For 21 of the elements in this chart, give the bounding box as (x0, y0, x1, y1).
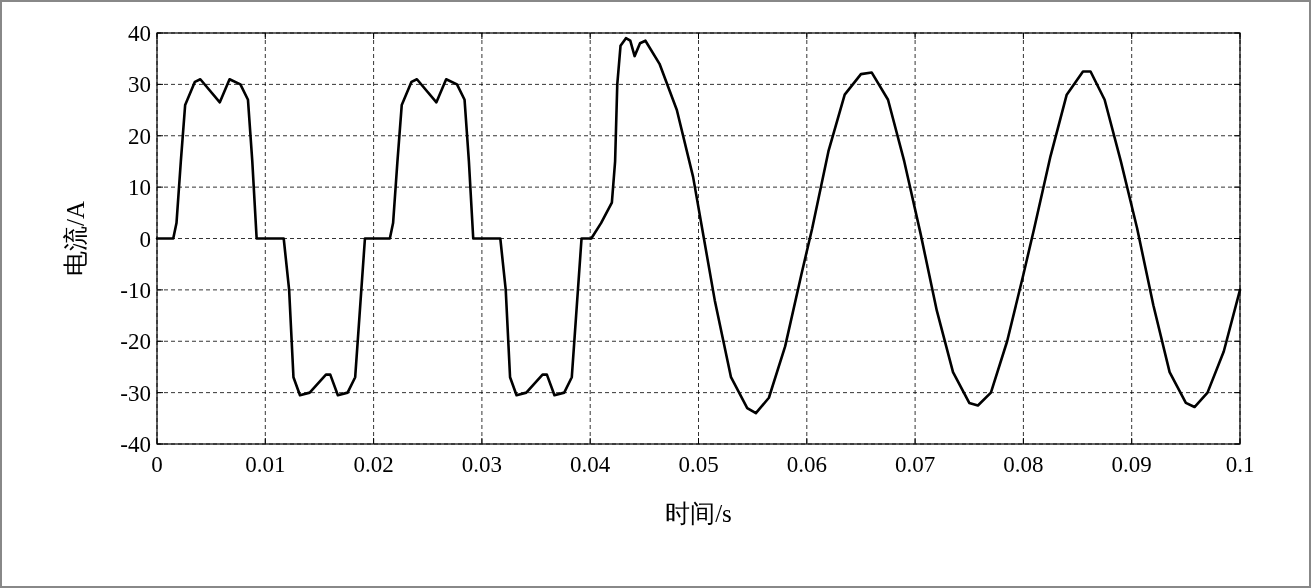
y-tick-label: 40 (128, 21, 151, 46)
x-tick-label: 0.05 (678, 452, 719, 477)
y-tick-label: -40 (120, 432, 151, 457)
y-tick-label: -10 (120, 277, 151, 303)
y-tick-label: 0 (139, 226, 151, 252)
x-tick-label: 0.08 (1003, 452, 1044, 477)
x-tick-label: 0.03 (461, 452, 503, 477)
x-tick-label: 0.01 (245, 452, 286, 477)
y-tick-label: 10 (128, 175, 151, 201)
y-tick-label: -20 (120, 329, 151, 355)
y-tick-label: 30 (128, 72, 151, 98)
y-axis-title: 电流/A (62, 201, 89, 276)
x-tick-label: 0.07 (894, 452, 936, 477)
y-tick-label: -30 (120, 380, 151, 406)
x-tick-label: 0.04 (570, 452, 611, 477)
x-tick-label: 0.06 (786, 452, 827, 477)
x-tick-label: 0.1 (1225, 452, 1255, 477)
x-axis-title: 时间/s (665, 500, 732, 527)
y-tick-label: 20 (128, 123, 151, 149)
x-tick-label: 0.02 (353, 452, 394, 477)
x-tick-label: 0.09 (1111, 452, 1152, 477)
